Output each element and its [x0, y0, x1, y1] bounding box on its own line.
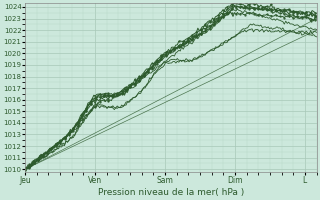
X-axis label: Pression niveau de la mer( hPa ): Pression niveau de la mer( hPa ): [98, 188, 244, 197]
